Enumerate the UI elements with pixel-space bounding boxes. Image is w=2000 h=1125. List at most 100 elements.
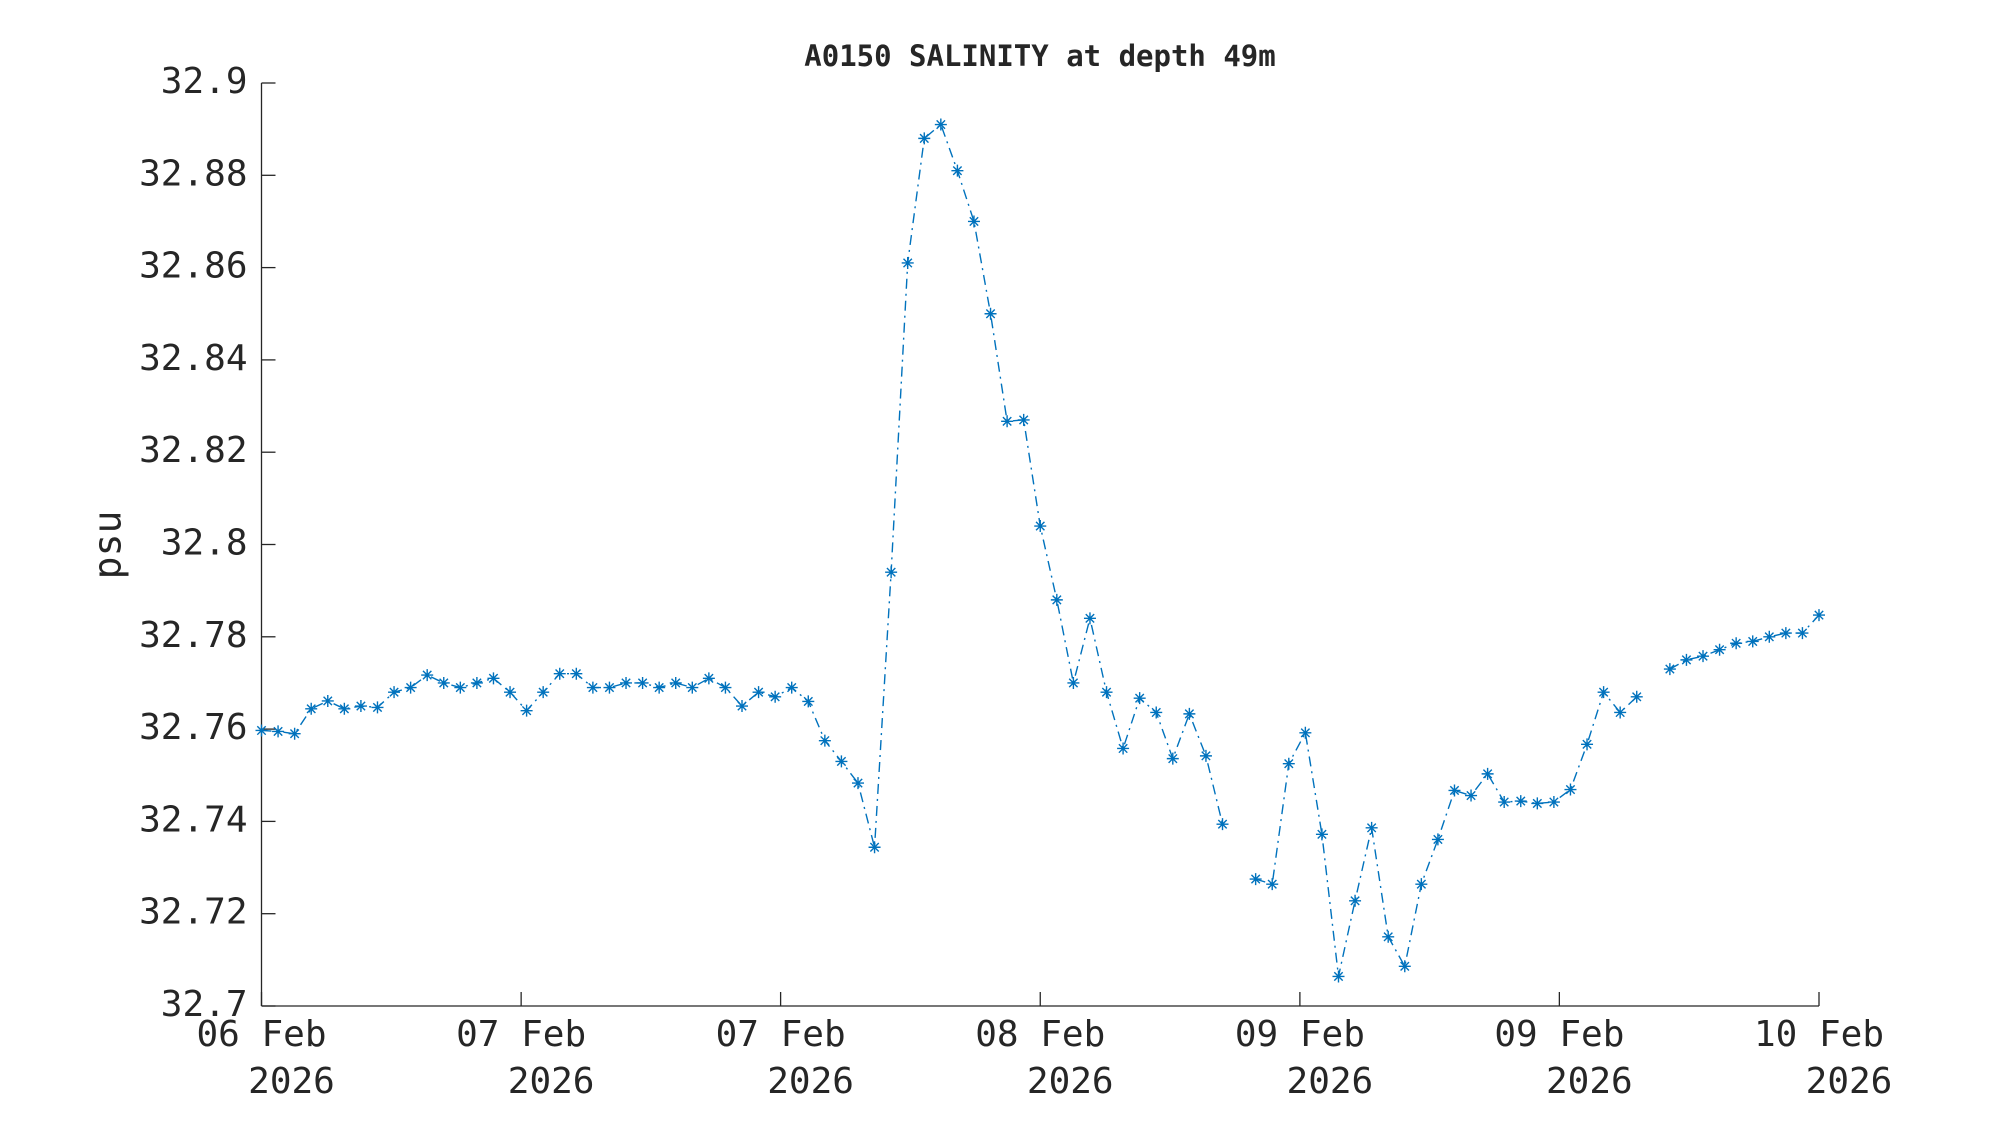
marker: [1183, 707, 1196, 720]
marker: [537, 686, 550, 699]
marker: [934, 118, 947, 131]
marker: [1415, 878, 1428, 891]
marker: [1050, 593, 1063, 606]
marker: [1199, 749, 1212, 762]
marker: [255, 724, 268, 737]
marker: [636, 676, 649, 689]
marker: [984, 307, 997, 320]
marker: [354, 700, 367, 713]
marker: [1067, 676, 1080, 689]
marker: [1730, 637, 1743, 650]
marker: [901, 256, 914, 269]
marker: [1431, 833, 1444, 846]
marker: [835, 755, 848, 768]
marker: [1266, 878, 1279, 891]
marker: [1299, 726, 1312, 739]
marker: [1315, 828, 1328, 841]
marker: [769, 690, 782, 703]
marker: [967, 215, 980, 228]
x-tick-label: 06 Feb 2026: [196, 1014, 334, 1102]
marker: [885, 566, 898, 579]
x-tick-label: 10 Feb 2026: [1754, 1014, 1892, 1102]
marker: [272, 725, 285, 738]
marker: [951, 164, 964, 177]
y-tick-label: 32.84: [139, 338, 247, 379]
y-tick-label: 32.88: [139, 153, 247, 194]
x-tick-label: 09 Feb 2026: [1494, 1014, 1632, 1102]
marker: [1133, 692, 1146, 705]
marker: [1663, 663, 1676, 676]
marker: [1448, 784, 1461, 797]
marker: [669, 676, 682, 689]
marker: [1150, 706, 1163, 719]
marker: [1465, 789, 1478, 802]
marker: [1498, 796, 1511, 809]
marker: [1713, 643, 1726, 656]
marker: [1597, 686, 1610, 699]
marker: [686, 681, 699, 694]
marker: [1216, 818, 1229, 831]
y-tick-label: 32.9: [161, 61, 248, 102]
marker: [520, 704, 533, 717]
marker: [288, 727, 301, 740]
marker: [1564, 783, 1577, 796]
marker: [1166, 752, 1179, 765]
y-tick-label: 32.74: [139, 799, 247, 840]
marker: [504, 686, 517, 699]
x-tick-label: 09 Feb 2026: [1235, 1014, 1373, 1102]
marker: [487, 672, 500, 685]
marker: [1547, 796, 1560, 809]
marker: [1398, 960, 1411, 973]
marker: [1614, 706, 1627, 719]
marker: [851, 777, 864, 790]
marker: [1531, 797, 1544, 810]
y-tick-label: 32.82: [139, 430, 247, 471]
y-tick-label: 32.76: [139, 707, 247, 748]
y-tick-label: 32.72: [139, 892, 247, 933]
marker: [702, 672, 715, 685]
marker: [1282, 757, 1295, 770]
marker: [1332, 970, 1345, 983]
marker: [553, 667, 566, 680]
marker: [586, 681, 599, 694]
marker: [719, 681, 732, 694]
marker: [620, 676, 633, 689]
marker: [1796, 627, 1809, 640]
y-tick-label: 32.8: [161, 523, 248, 564]
marker: [1746, 635, 1759, 648]
marker: [785, 681, 798, 694]
marker: [1100, 686, 1113, 699]
marker: [470, 676, 483, 689]
marker: [1630, 690, 1643, 703]
marker: [1697, 650, 1710, 663]
series-line: [261, 123, 1820, 977]
x-tick-label: 07 Feb 2026: [456, 1014, 594, 1102]
y-tick-label: 32.86: [139, 246, 247, 287]
marker: [1365, 821, 1378, 834]
marker: [404, 681, 417, 694]
marker: [305, 702, 318, 715]
marker: [1117, 742, 1130, 755]
marker: [1349, 894, 1362, 907]
y-tick-label: 32.78: [139, 615, 247, 656]
marker: [321, 694, 334, 707]
y-tick-label: 32.7: [161, 984, 248, 1025]
marker: [437, 676, 450, 689]
marker: [1763, 630, 1776, 643]
chart-title: A0150 SALINITY at depth 49m: [804, 39, 1275, 73]
marker: [818, 734, 831, 747]
marker: [1481, 767, 1494, 780]
marker: [570, 667, 583, 680]
marker: [603, 681, 616, 694]
x-tick-label: 07 Feb 2026: [716, 1014, 854, 1102]
marker: [1382, 930, 1395, 943]
marker: [868, 841, 881, 854]
marker: [1813, 609, 1825, 622]
marker: [802, 695, 815, 708]
marker: [1581, 738, 1594, 751]
marker: [1083, 612, 1096, 625]
y-axis-label: psu: [86, 511, 130, 580]
marker: [338, 702, 351, 715]
